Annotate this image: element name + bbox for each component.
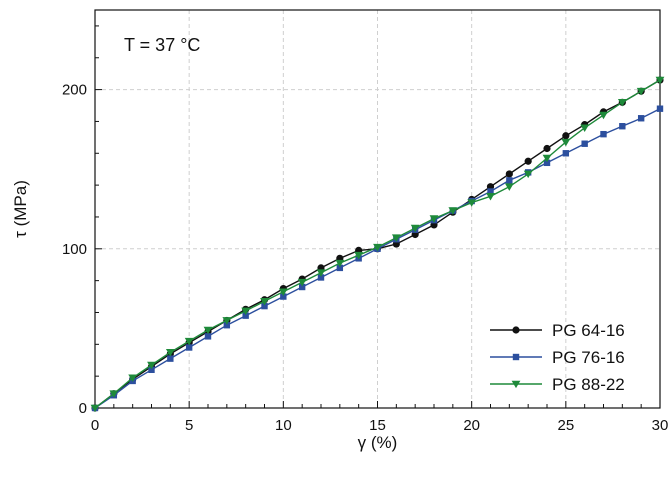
legend-marker [512, 326, 520, 334]
x-tick-label: 30 [652, 417, 669, 434]
series-layer [90, 76, 665, 413]
data-point [90, 404, 100, 413]
data-point [261, 302, 268, 310]
data-point [204, 333, 212, 340]
data-point [184, 337, 194, 346]
data-point [336, 264, 344, 272]
data-point [203, 326, 213, 335]
data-point [524, 157, 532, 165]
data-point [429, 215, 439, 223]
axis-ticks: 0 5 10 15 20 25 30 0 100 200 [62, 25, 669, 434]
data-point [580, 124, 590, 132]
data-point [241, 307, 251, 316]
data-point [167, 355, 174, 362]
data-point [505, 170, 513, 178]
data-point [561, 138, 571, 147]
data-point [391, 234, 401, 242]
x-tick-label: 15 [369, 417, 386, 434]
y-tick-label: 200 [62, 82, 87, 99]
x-tick-label: 20 [463, 417, 480, 434]
data-point [222, 317, 232, 325]
data-point [147, 361, 156, 370]
x-tick-label: 25 [557, 417, 574, 434]
y-tick-label: 100 [62, 241, 87, 258]
data-point [599, 111, 608, 120]
legend-label: PG 76-16 [552, 348, 625, 367]
data-point [278, 288, 288, 296]
data-point [542, 154, 552, 163]
legend-item: PG 64-16 [490, 321, 625, 340]
data-point [637, 115, 645, 122]
data-point [373, 243, 382, 252]
data-point [619, 123, 626, 130]
data-point [600, 130, 607, 138]
data-point [148, 366, 155, 373]
data-point [298, 283, 306, 291]
series-pg-88-22 [90, 76, 665, 413]
data-point [543, 144, 551, 153]
legend: PG 64-16 PG 76-16 PG 88-22 [490, 321, 625, 394]
data-point [487, 188, 494, 195]
legend-item: PG 88-22 [490, 375, 625, 394]
y-axis-title: τ (MPa) [11, 180, 30, 238]
data-point [581, 140, 588, 147]
data-point [562, 132, 570, 140]
temperature-annotation: T = 37 °C [124, 35, 200, 55]
data-point [354, 251, 364, 260]
data-point [128, 374, 138, 382]
data-point [506, 177, 513, 184]
data-point [316, 269, 326, 277]
data-point [280, 293, 287, 300]
data-point [109, 390, 119, 398]
legend-marker [512, 353, 520, 361]
data-point [260, 298, 269, 306]
x-tick-label: 0 [91, 417, 99, 434]
legend-label: PG 88-22 [552, 375, 625, 394]
data-point [467, 199, 477, 207]
data-point [543, 159, 551, 167]
data-point [317, 274, 325, 281]
data-point [504, 183, 514, 191]
data-point [617, 99, 627, 107]
y-tick-label: 0 [79, 400, 87, 417]
data-point [448, 207, 458, 215]
data-point [486, 192, 495, 201]
data-point [655, 76, 665, 85]
x-tick-label: 5 [185, 417, 193, 434]
data-point [242, 312, 249, 319]
x-axis-title: γ (%) [358, 433, 398, 452]
data-point [165, 348, 175, 357]
data-point [223, 322, 231, 329]
data-point [335, 259, 345, 268]
data-point [562, 150, 570, 157]
legend-item: PG 76-16 [490, 348, 625, 367]
x-tick-label: 10 [275, 417, 292, 434]
legend-label: PG 64-16 [552, 321, 625, 340]
data-point [185, 344, 193, 351]
legend-marker [511, 380, 521, 389]
data-point [656, 105, 664, 112]
data-point [636, 87, 646, 96]
data-point [410, 224, 420, 233]
data-point [523, 170, 533, 179]
data-point [297, 278, 307, 287]
